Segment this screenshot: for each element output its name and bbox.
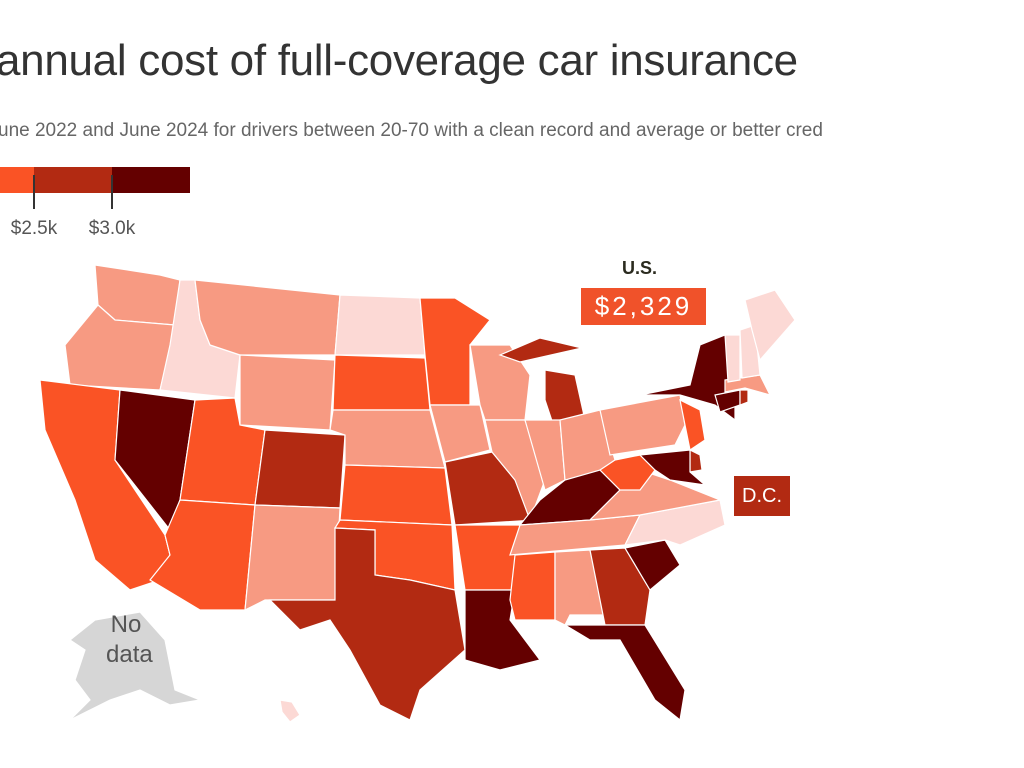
- legend-tick: [33, 175, 35, 209]
- legend-tick: [111, 175, 113, 209]
- us-average-value: $2,329: [581, 288, 706, 325]
- state-mn: [419, 297, 491, 406]
- color-legend: $2.5k $3.0k: [0, 167, 190, 239]
- state-ia: [429, 404, 491, 463]
- state-nd: [334, 294, 426, 356]
- state-pa: [599, 394, 686, 456]
- state-sd: [332, 354, 431, 411]
- state-hi: [279, 699, 301, 723]
- state-mi: [498, 337, 583, 363]
- chart-subtitle: une 2022 and June 2024 for drivers betwe…: [0, 120, 823, 141]
- legend-bar: [0, 167, 190, 193]
- state-ks: [339, 464, 453, 526]
- legend-bin-dark: [112, 167, 190, 193]
- state-ms: [509, 551, 556, 621]
- state-nj: [679, 398, 706, 451]
- dc-label: D.C.: [734, 476, 790, 516]
- no-data-line: No: [110, 611, 142, 638]
- state-co: [254, 429, 346, 509]
- legend-tick-label: $3.0k: [88, 218, 136, 239]
- no-data-line: data: [106, 641, 153, 668]
- state-de: [689, 449, 703, 473]
- state-mt: [194, 279, 341, 356]
- chart-title: annual cost of full-coverage car insuran…: [0, 36, 798, 85]
- state-ri: [739, 389, 749, 406]
- state-nm: [244, 504, 341, 612]
- state-tx: [268, 527, 466, 721]
- state-wy: [239, 354, 336, 431]
- legend-bin-red: [34, 167, 112, 193]
- no-data-label: No data: [106, 610, 153, 670]
- state-fl: [562, 624, 686, 722]
- state-ak: [68, 611, 203, 721]
- us-average-label: U.S.: [622, 258, 658, 278]
- state-vt: [724, 334, 741, 383]
- state-me: [744, 289, 796, 362]
- state-md: [638, 449, 707, 486]
- legend-bin-orange: [0, 167, 34, 193]
- state-ne: [329, 409, 446, 469]
- legend-tick-label: $2.5k: [10, 218, 58, 239]
- state-ga: [589, 547, 651, 626]
- state-sc: [624, 539, 681, 591]
